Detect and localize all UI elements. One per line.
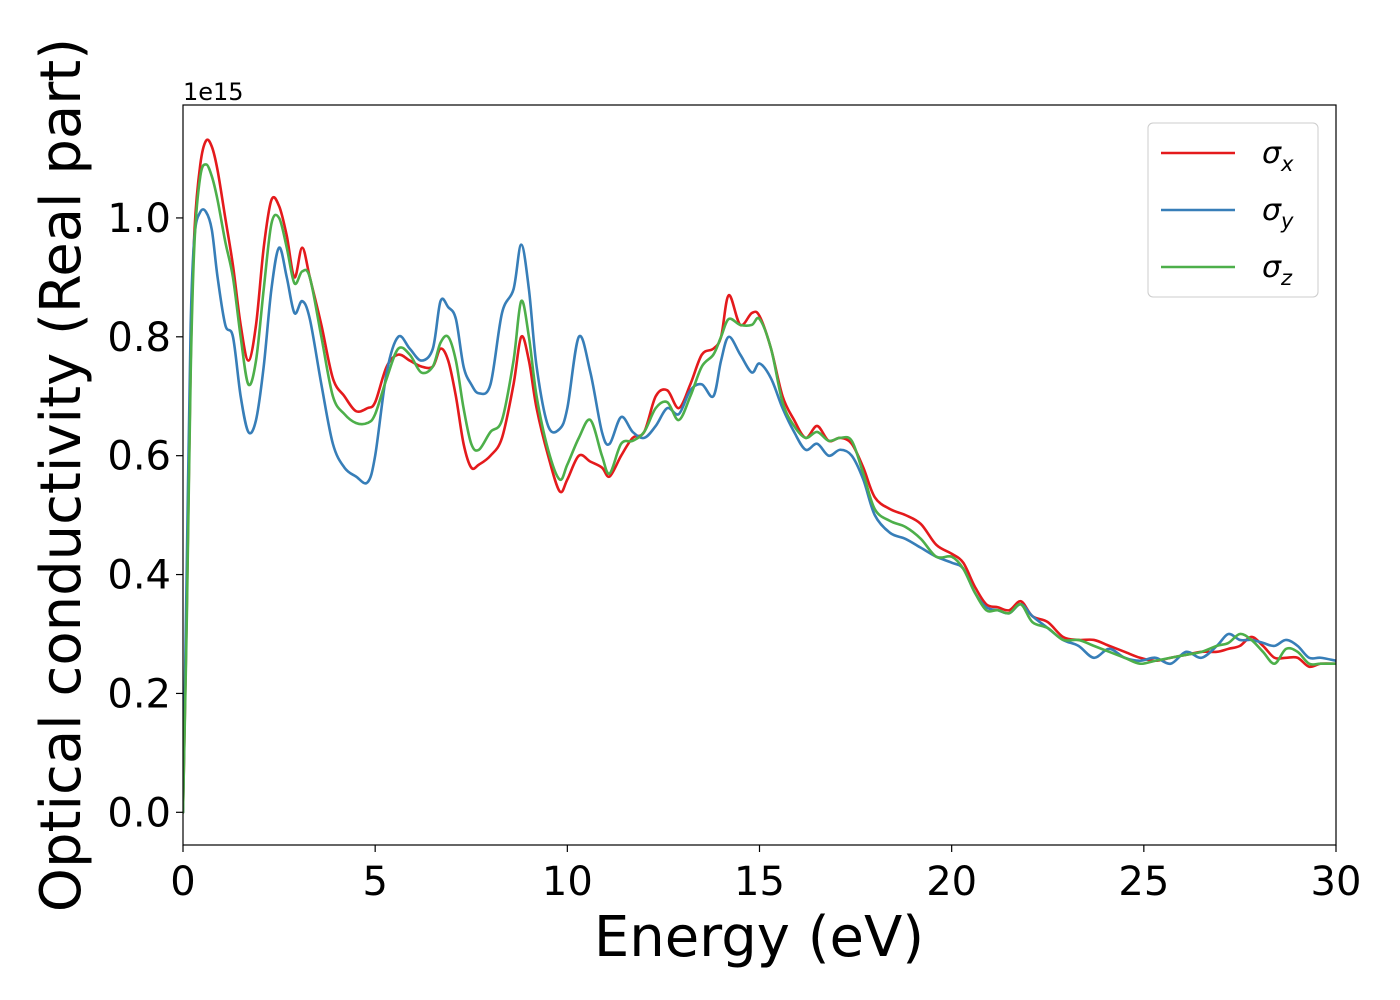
x-tick-label: 10	[542, 859, 593, 905]
y-tick-label: 0.6	[107, 434, 171, 480]
x-axis-label: Energy (eV)	[594, 905, 924, 970]
x-tick-label: 0	[170, 859, 195, 905]
y-tick-label: 0.2	[107, 671, 171, 717]
y-axis-label: Optical conductivity (Real part)	[29, 38, 94, 912]
y-axis-ticks: 0.0 0.2 0.4 0.6 0.8 1.0	[107, 196, 183, 836]
x-tick-label: 30	[1311, 859, 1362, 905]
x-tick-label: 5	[362, 859, 387, 905]
legend-label-z: σz	[1262, 250, 1293, 290]
x-tick-label: 15	[734, 859, 785, 905]
legend-symbol: σ	[1262, 193, 1282, 228]
series-line-z	[183, 163, 1336, 814]
series-layer	[183, 138, 1336, 814]
plot-background	[183, 105, 1336, 845]
legend-label-x: σx	[1262, 136, 1294, 176]
x-axis-ticks: 0 5 10 15 20 25 30	[170, 845, 1361, 905]
legend-subscript: x	[1280, 152, 1294, 176]
legend-symbol: σ	[1262, 136, 1282, 171]
legend-subscript: z	[1280, 266, 1293, 290]
x-tick-label: 20	[926, 859, 977, 905]
legend-symbol: σ	[1262, 250, 1282, 285]
series-line-y	[183, 208, 1336, 814]
y-tick-label: 1.0	[107, 196, 171, 242]
y-tick-label: 0.0	[107, 790, 171, 836]
y-tick-label: 0.8	[107, 315, 171, 361]
y-tick-label: 0.4	[107, 553, 171, 599]
series-line-x	[183, 138, 1336, 814]
x-tick-label: 25	[1118, 859, 1169, 905]
legend-label-y: σy	[1262, 193, 1294, 233]
legend-subscript: y	[1280, 209, 1294, 233]
y-offset-label: 1e15	[183, 78, 244, 106]
